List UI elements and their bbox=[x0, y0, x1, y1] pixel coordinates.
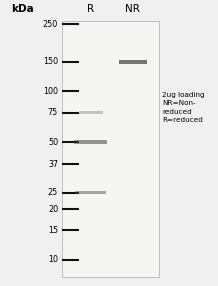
Text: 150: 150 bbox=[43, 57, 58, 66]
Text: 75: 75 bbox=[48, 108, 58, 117]
Text: 25: 25 bbox=[48, 188, 58, 197]
Bar bbox=[75, 191, 106, 194]
Text: 15: 15 bbox=[48, 226, 58, 235]
Bar bbox=[62, 21, 159, 277]
Text: 100: 100 bbox=[43, 87, 58, 96]
Text: 50: 50 bbox=[48, 138, 58, 147]
Bar bbox=[119, 60, 147, 64]
Bar bbox=[79, 111, 102, 114]
Text: 10: 10 bbox=[48, 255, 58, 265]
Text: 20: 20 bbox=[48, 205, 58, 214]
Text: 2ug loading
NR=Non-
reduced
R=reduced: 2ug loading NR=Non- reduced R=reduced bbox=[162, 92, 205, 123]
Text: R: R bbox=[87, 4, 94, 14]
Text: kDa: kDa bbox=[12, 4, 34, 14]
Text: 37: 37 bbox=[48, 160, 58, 169]
Text: 250: 250 bbox=[43, 20, 58, 29]
Text: NR: NR bbox=[125, 4, 140, 14]
Bar bbox=[74, 140, 107, 144]
